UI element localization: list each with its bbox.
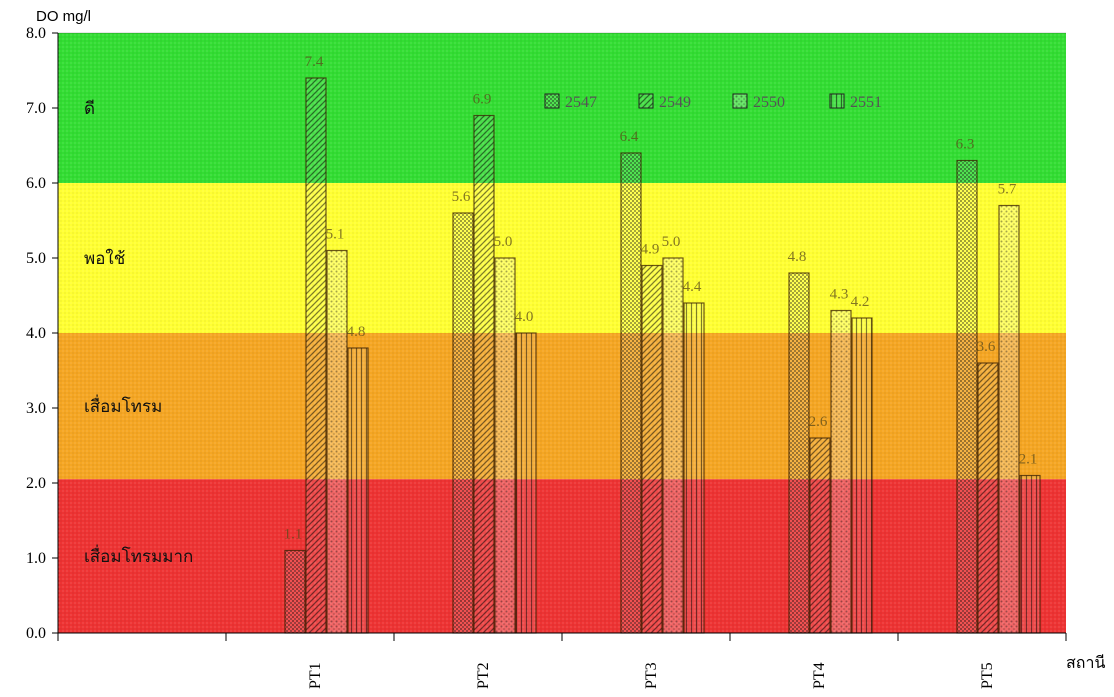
legend-label-2551: 2551	[850, 94, 882, 111]
value-label-2550-PT5: 5.7	[998, 182, 1017, 198]
legend-swatch-2547	[544, 93, 560, 109]
bar-2549-PT4	[809, 437, 831, 634]
value-label-2549-PT3: 4.9	[641, 242, 660, 258]
value-label-2550-PT1: 5.1	[326, 227, 345, 243]
bar-2547-PT5	[956, 159, 978, 634]
y-tick-label-6: 6.0	[26, 175, 46, 192]
legend-label-2549: 2549	[659, 94, 691, 111]
bar-series	[284, 77, 1041, 634]
value-label-2549-PT1: 7.4	[305, 54, 324, 70]
band-label-0: ดี	[84, 99, 95, 118]
y-tick-label-7: 7.0	[26, 100, 46, 117]
band-texture-2	[58, 333, 1066, 480]
x-tick-label-PT4: PT4	[811, 662, 828, 689]
value-label-2549-PT4: 2.6	[809, 414, 828, 430]
value-label-2547-PT4: 4.8	[788, 249, 807, 265]
y-tick-label-5: 5.0	[26, 250, 46, 267]
x-tick-label-PT1: PT1	[307, 662, 324, 689]
axes: 0.0 1.0 2.0 3.0 4.0 5.0 6.0 7.0 8.0 PT1 PT2 PT3 PT4 P…	[26, 8, 1105, 689]
y-tick-label-8: 8.0	[26, 25, 46, 42]
value-label-2547-PT5: 6.3	[956, 137, 975, 153]
legend-label-2547: 2547	[565, 94, 597, 111]
legend-swatch-2551	[829, 93, 845, 109]
bar-2550-PT4	[830, 309, 852, 634]
bar-2547-PT4	[788, 272, 810, 634]
band-texture-1	[58, 183, 1066, 333]
band-label-2: เสื่อมโทรม	[84, 394, 162, 416]
x-axis-title: สถานี	[1066, 654, 1105, 672]
bar-2551-PT4	[851, 317, 873, 634]
bar-2551-PT5	[1019, 474, 1041, 634]
bar-2550-PT2	[494, 257, 516, 634]
x-tick-label-PT2: PT2	[475, 662, 492, 689]
value-label-2551-PT3: 4.4	[683, 279, 702, 295]
x-tick-label-PT5: PT5	[979, 662, 996, 689]
bar-2549-PT2	[473, 114, 495, 634]
band-label-3: เสื่อมโทรมมาก	[84, 544, 193, 566]
y-tick-label-3: 3.0	[26, 400, 46, 417]
bar-2547-PT2	[452, 212, 474, 634]
band-texture-0	[58, 33, 1066, 183]
value-label-2550-PT4: 4.3	[830, 287, 849, 303]
y-tick-label-2: 2.0	[26, 475, 46, 492]
bar-2551-PT2	[515, 332, 537, 634]
value-labels: 1.17.45.14.85.66.95.04.06.44.9 5.04.44.82…	[284, 54, 1038, 543]
value-label-2550-PT3: 5.0	[662, 234, 681, 250]
bar-2550-PT3	[662, 257, 684, 634]
legend-swatch-2549	[638, 93, 654, 109]
bar-2549-PT5	[977, 362, 999, 634]
y-tick-label-0: 0.0	[26, 625, 46, 642]
value-label-2547-PT2: 5.6	[452, 189, 471, 205]
bar-2547-PT1	[284, 549, 306, 634]
legend: 2547 2549 2550 2551	[544, 93, 882, 111]
value-label-2551-PT4: 4.2	[851, 294, 870, 310]
y-tick-label-4: 4.0	[26, 325, 46, 342]
bar-2547-PT3	[620, 152, 642, 634]
value-label-2547-PT1: 1.1	[284, 527, 303, 543]
value-label-2551-PT1: 4.8	[347, 324, 366, 340]
bar-2550-PT5	[998, 204, 1020, 634]
legend-label-2550: 2550	[753, 94, 785, 111]
bar-2549-PT1	[305, 77, 327, 634]
bar-2551-PT3	[683, 302, 705, 634]
y-tick-label-1: 1.0	[26, 550, 46, 567]
value-label-2549-PT2: 6.9	[473, 92, 492, 108]
value-label-2550-PT2: 5.0	[494, 234, 513, 250]
value-label-2549-PT5: 3.6	[977, 339, 996, 355]
y-axis-title: DO mg/l	[36, 8, 91, 25]
band-texture-3	[58, 479, 1066, 633]
value-label-2551-PT2: 4.0	[515, 309, 534, 325]
value-label-2547-PT3: 6.4	[620, 129, 639, 145]
bar-2550-PT1	[326, 249, 348, 634]
bar-2549-PT3	[641, 264, 663, 634]
band-label-1: พอใช้	[84, 248, 125, 268]
value-label-2551-PT5: 2.1	[1019, 452, 1038, 468]
bar-2551-PT1	[347, 347, 369, 634]
legend-swatch-2550	[732, 93, 748, 109]
x-tick-label-PT3: PT3	[643, 662, 660, 689]
